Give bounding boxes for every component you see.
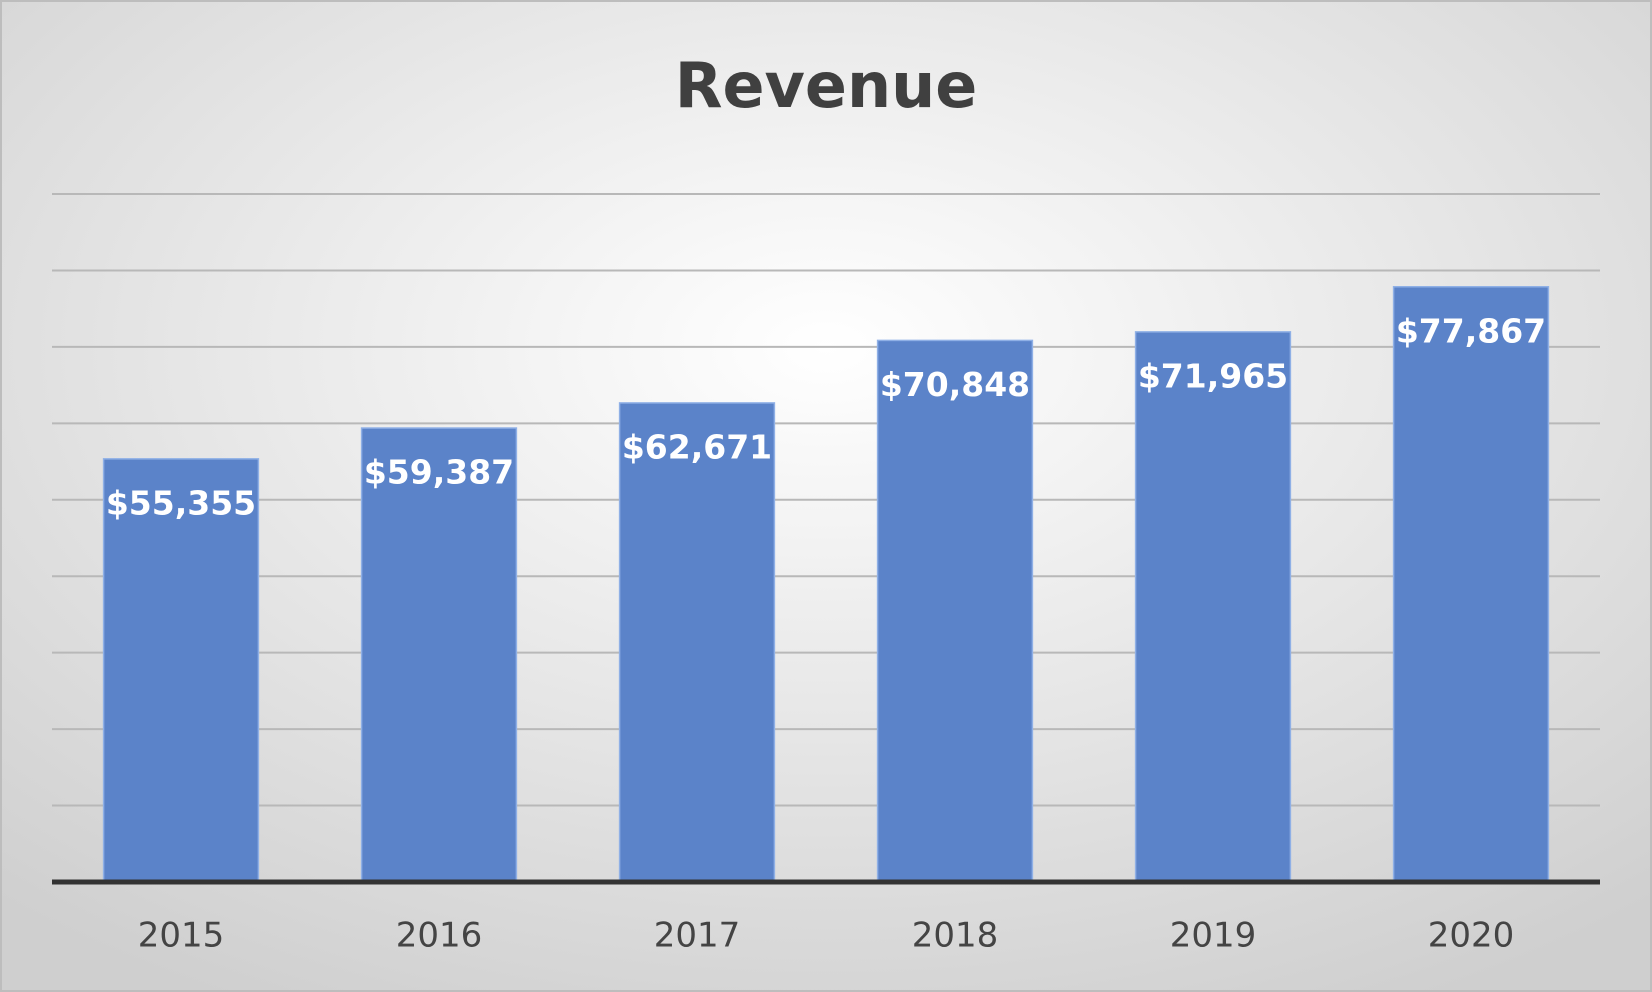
x-tick-label: 2016 bbox=[396, 916, 483, 956]
data-label: $71,965 bbox=[1138, 356, 1288, 395]
bar bbox=[360, 427, 518, 883]
x-tick-label: 2019 bbox=[1170, 916, 1257, 956]
x-tick-label: 2018 bbox=[912, 916, 999, 956]
data-label: $55,355 bbox=[106, 483, 256, 522]
data-label: $59,387 bbox=[364, 453, 514, 492]
bar bbox=[1392, 286, 1550, 883]
data-label: $70,848 bbox=[880, 365, 1030, 404]
data-label: $77,867 bbox=[1396, 311, 1546, 350]
bar bbox=[1134, 331, 1292, 883]
chart-title: Revenue bbox=[675, 49, 978, 122]
data-label: $62,671 bbox=[622, 427, 772, 466]
x-tick-label: 2015 bbox=[138, 916, 225, 956]
x-tick-label: 2017 bbox=[654, 916, 741, 956]
bar bbox=[618, 402, 776, 883]
bar bbox=[876, 339, 1034, 883]
x-tick-label: 2020 bbox=[1428, 916, 1515, 956]
